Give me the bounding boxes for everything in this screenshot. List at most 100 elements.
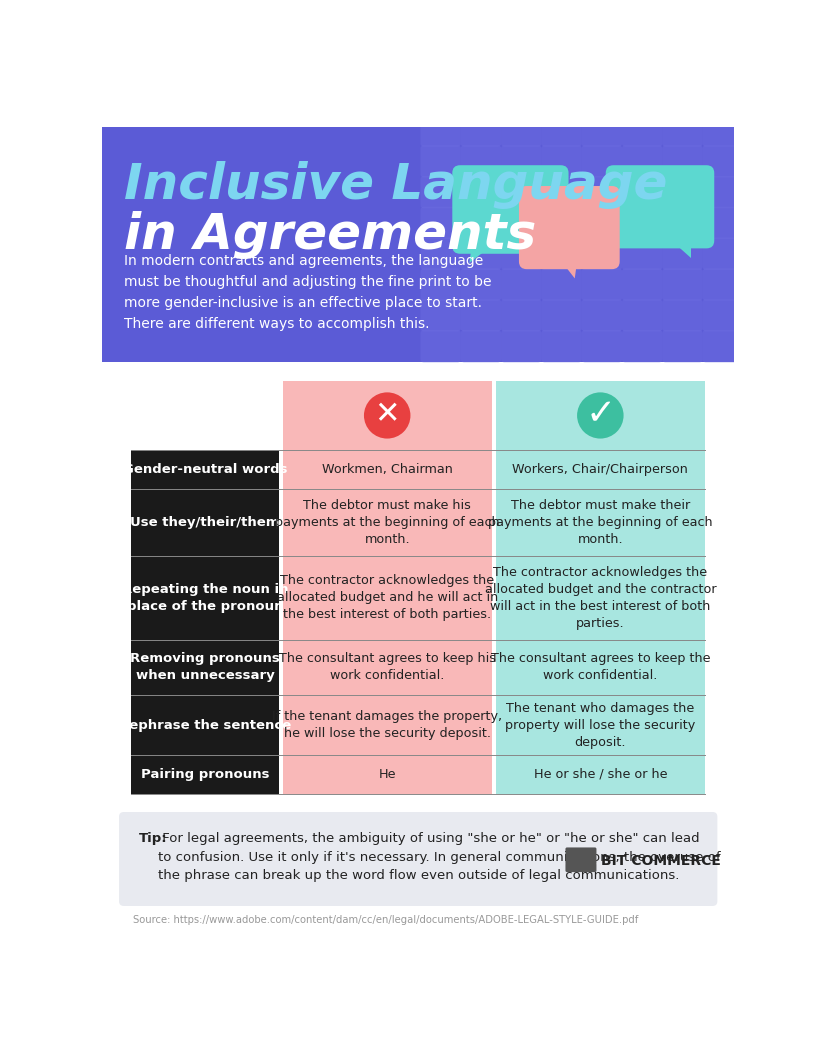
FancyBboxPatch shape xyxy=(501,268,542,301)
FancyBboxPatch shape xyxy=(622,299,663,332)
FancyBboxPatch shape xyxy=(282,640,492,695)
FancyBboxPatch shape xyxy=(495,450,705,489)
FancyBboxPatch shape xyxy=(703,114,743,147)
FancyBboxPatch shape xyxy=(131,755,279,793)
Text: He: He xyxy=(379,768,396,780)
FancyBboxPatch shape xyxy=(582,329,622,362)
FancyBboxPatch shape xyxy=(565,847,596,856)
FancyBboxPatch shape xyxy=(452,165,569,253)
FancyBboxPatch shape xyxy=(495,489,705,557)
FancyBboxPatch shape xyxy=(622,268,663,301)
FancyBboxPatch shape xyxy=(663,114,703,147)
Text: in Agreements: in Agreements xyxy=(124,211,536,260)
Text: The debtor must make their
payments at the beginning of each
month.: The debtor must make their payments at t… xyxy=(488,499,712,546)
FancyBboxPatch shape xyxy=(565,855,596,865)
FancyBboxPatch shape xyxy=(131,640,279,695)
FancyBboxPatch shape xyxy=(663,238,703,270)
FancyBboxPatch shape xyxy=(663,329,703,362)
FancyBboxPatch shape xyxy=(420,329,461,362)
FancyBboxPatch shape xyxy=(461,238,501,270)
Text: Workmen, Chairman: Workmen, Chairman xyxy=(322,463,453,476)
Text: BIT COMMERCE: BIT COMMERCE xyxy=(601,853,721,868)
FancyBboxPatch shape xyxy=(501,114,542,147)
FancyBboxPatch shape xyxy=(703,207,743,239)
Polygon shape xyxy=(469,246,491,263)
Text: In modern contracts and agreements, the language
must be thoughtful and adjustin: In modern contracts and agreements, the … xyxy=(124,253,491,332)
Text: Use they/their/them: Use they/their/them xyxy=(131,516,280,529)
Text: Tip:: Tip: xyxy=(140,832,168,845)
Text: If the tenant damages the property,
he will lose the security deposit.: If the tenant damages the property, he w… xyxy=(273,710,503,740)
FancyBboxPatch shape xyxy=(663,207,703,239)
FancyBboxPatch shape xyxy=(501,238,542,270)
FancyBboxPatch shape xyxy=(282,381,492,450)
FancyBboxPatch shape xyxy=(542,207,582,239)
FancyBboxPatch shape xyxy=(420,176,461,208)
Text: The debtor must make his
payments at the beginning of each
month.: The debtor must make his payments at the… xyxy=(275,499,499,546)
Text: The consultant agrees to keep the
work confidential.: The consultant agrees to keep the work c… xyxy=(490,653,710,682)
Circle shape xyxy=(364,393,410,438)
Text: The contractor acknowledges the
allocated budget and the contractor
will act in : The contractor acknowledges the allocate… xyxy=(485,566,716,630)
FancyBboxPatch shape xyxy=(420,207,461,239)
FancyBboxPatch shape xyxy=(495,695,705,755)
Text: Rephrase the sentence: Rephrase the sentence xyxy=(119,718,291,732)
FancyBboxPatch shape xyxy=(420,299,461,332)
FancyBboxPatch shape xyxy=(501,299,542,332)
FancyBboxPatch shape xyxy=(461,268,501,301)
FancyBboxPatch shape xyxy=(420,268,461,301)
Text: For legal agreements, the ambiguity of using "she or he" or "he or she" can lead: For legal agreements, the ambiguity of u… xyxy=(157,832,721,882)
FancyBboxPatch shape xyxy=(495,557,705,640)
FancyBboxPatch shape xyxy=(703,176,743,208)
Text: Workers, Chair/Chairperson: Workers, Chair/Chairperson xyxy=(512,463,688,476)
Text: ✕: ✕ xyxy=(375,400,400,429)
FancyBboxPatch shape xyxy=(542,268,582,301)
FancyBboxPatch shape xyxy=(542,329,582,362)
FancyBboxPatch shape xyxy=(461,329,501,362)
FancyBboxPatch shape xyxy=(663,299,703,332)
FancyBboxPatch shape xyxy=(420,146,461,177)
FancyBboxPatch shape xyxy=(622,114,663,147)
FancyBboxPatch shape xyxy=(582,146,622,177)
FancyBboxPatch shape xyxy=(542,146,582,177)
FancyBboxPatch shape xyxy=(622,207,663,239)
Polygon shape xyxy=(561,262,577,279)
FancyBboxPatch shape xyxy=(703,268,743,301)
Text: He or she / she or he: He or she / she or he xyxy=(534,768,667,780)
FancyBboxPatch shape xyxy=(582,299,622,332)
FancyBboxPatch shape xyxy=(131,695,279,755)
FancyBboxPatch shape xyxy=(663,146,703,177)
FancyBboxPatch shape xyxy=(582,176,622,208)
FancyBboxPatch shape xyxy=(461,207,501,239)
FancyBboxPatch shape xyxy=(582,268,622,301)
Text: Pairing pronouns: Pairing pronouns xyxy=(141,768,269,780)
FancyBboxPatch shape xyxy=(131,557,279,640)
FancyBboxPatch shape xyxy=(622,238,663,270)
FancyBboxPatch shape xyxy=(542,299,582,332)
Text: The contractor acknowledges the
allocated budget and he will act in
the best int: The contractor acknowledges the allocate… xyxy=(277,574,498,622)
FancyBboxPatch shape xyxy=(605,165,714,248)
FancyBboxPatch shape xyxy=(622,146,663,177)
FancyBboxPatch shape xyxy=(282,557,492,640)
FancyBboxPatch shape xyxy=(495,755,705,793)
FancyBboxPatch shape xyxy=(461,299,501,332)
Polygon shape xyxy=(672,241,691,258)
FancyBboxPatch shape xyxy=(420,114,461,147)
FancyBboxPatch shape xyxy=(131,489,279,557)
FancyBboxPatch shape xyxy=(501,329,542,362)
FancyBboxPatch shape xyxy=(102,127,734,361)
FancyBboxPatch shape xyxy=(495,381,705,450)
FancyBboxPatch shape xyxy=(119,812,717,906)
Text: The consultant agrees to keep his
work confidential.: The consultant agrees to keep his work c… xyxy=(279,653,495,682)
FancyBboxPatch shape xyxy=(461,176,501,208)
FancyBboxPatch shape xyxy=(495,640,705,695)
Circle shape xyxy=(577,393,623,438)
FancyBboxPatch shape xyxy=(542,176,582,208)
Text: Removing pronouns
when unnecessary: Removing pronouns when unnecessary xyxy=(131,653,280,682)
FancyBboxPatch shape xyxy=(703,238,743,270)
FancyBboxPatch shape xyxy=(501,176,542,208)
Text: Repeating the noun in
place of the pronoun: Repeating the noun in place of the prono… xyxy=(122,583,288,612)
FancyBboxPatch shape xyxy=(565,863,596,872)
FancyBboxPatch shape xyxy=(501,207,542,239)
FancyBboxPatch shape xyxy=(420,238,461,270)
Text: Source: https://www.adobe.com/content/dam/cc/en/legal/documents/ADOBE-LEGAL-STYL: Source: https://www.adobe.com/content/da… xyxy=(133,916,638,925)
FancyBboxPatch shape xyxy=(282,755,492,793)
